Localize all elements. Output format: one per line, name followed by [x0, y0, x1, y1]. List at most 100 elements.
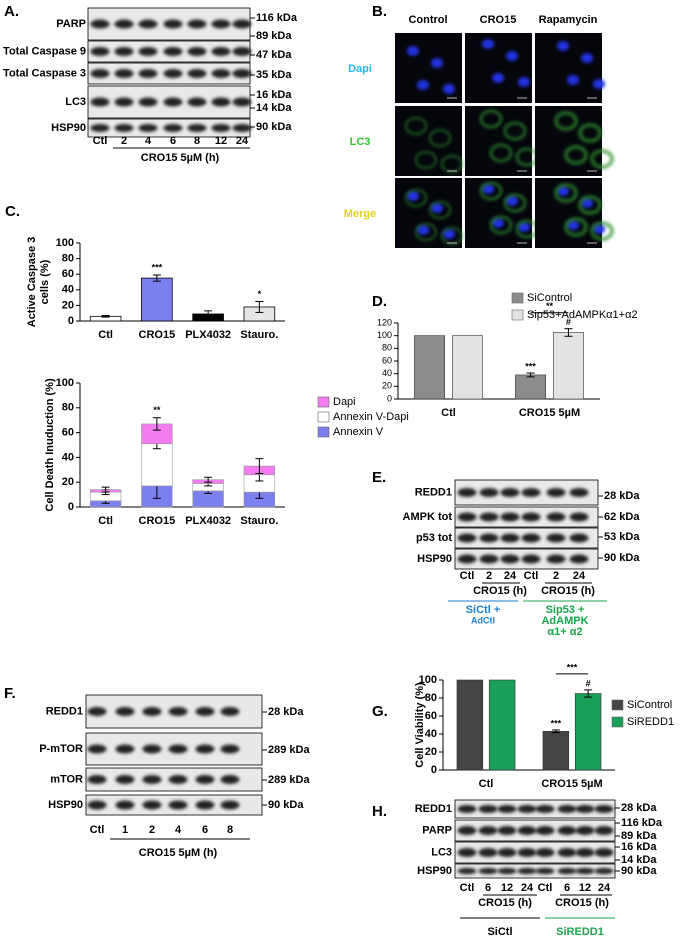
bar — [456, 679, 484, 771]
marker-label: 16 kDa — [621, 841, 657, 853]
micrograph — [465, 33, 532, 103]
blot-band — [521, 488, 541, 497]
blot-band — [478, 867, 498, 875]
blot-band — [90, 97, 110, 107]
blot-band — [497, 848, 517, 857]
blot-band — [163, 47, 183, 56]
blot-band — [457, 533, 477, 543]
x-tick-label: Ctl — [98, 329, 113, 341]
lane-label: 12 — [579, 882, 591, 894]
blot-band — [479, 554, 499, 564]
blot-band — [232, 123, 252, 133]
significance-label: *** — [152, 262, 163, 272]
x-tick-label: PLX4032 — [185, 329, 231, 341]
column-label: Control — [408, 14, 447, 26]
marker-label: 47 kDa — [256, 49, 292, 61]
panel-label: C. — [5, 203, 20, 220]
micrograph — [395, 106, 462, 176]
blot-band — [557, 826, 577, 835]
group-label: SiCtl — [487, 926, 512, 938]
blot-band — [220, 707, 240, 716]
nucleus — [443, 229, 455, 239]
blot-band — [87, 775, 107, 784]
lc3-signal — [441, 227, 463, 245]
legend-label: Dapi — [333, 396, 356, 408]
blot-band — [478, 826, 498, 835]
nucleus — [482, 184, 494, 194]
y-tick-label: 40 — [62, 451, 74, 463]
blot-row-label: REDD1 — [415, 486, 452, 498]
blot-band — [517, 848, 537, 857]
marker-label: 14 kDa — [621, 854, 657, 866]
panel-label: H. — [372, 803, 387, 820]
blot-band — [521, 512, 541, 522]
group-label: Sip53 + — [546, 604, 585, 616]
lc3-signal — [429, 201, 451, 219]
blot-band — [114, 123, 134, 133]
lane-label: 24 — [236, 135, 249, 147]
legend-label: Sip53+AdAMPKα1+α2 — [527, 309, 638, 321]
nucleus — [431, 58, 443, 68]
x-tick-label: Ctl — [441, 407, 456, 419]
lane-label: Ctl — [460, 882, 475, 894]
blot-band — [142, 800, 162, 810]
blot-band — [535, 848, 555, 857]
blot-band — [575, 848, 595, 857]
blot-row-label: Total Caspase 9 — [3, 45, 86, 57]
lc3-signal — [429, 129, 451, 147]
y-tick-label: 80 — [62, 402, 74, 414]
legend-swatch — [317, 426, 330, 438]
blot-band — [138, 19, 158, 29]
y-tick-label: 120 — [377, 317, 392, 327]
nucleus — [581, 53, 593, 63]
significance-label: * — [258, 289, 262, 299]
nucleus — [407, 191, 419, 201]
panel-label: B. — [372, 3, 387, 20]
blot-row-label: PARP — [56, 18, 86, 30]
blot-band — [187, 19, 207, 29]
y-axis-label: Cell Death Inuduction (%) — [44, 378, 56, 512]
x-tick-label: Ctl — [98, 515, 113, 527]
blot-band — [220, 775, 240, 784]
y-tick-label: 100 — [419, 674, 437, 686]
y-axis-label: Active Caspase 3 — [26, 237, 38, 328]
blot-band — [500, 533, 520, 543]
y-tick-label: 80 — [382, 343, 392, 353]
blot-band — [87, 707, 107, 716]
blot-band — [90, 69, 110, 78]
blot-band — [187, 97, 207, 107]
blot-band — [535, 804, 555, 814]
blot-band — [575, 826, 595, 835]
micrograph — [535, 33, 602, 103]
blot-band — [187, 47, 207, 56]
marker-label: 14 kDa — [256, 102, 292, 114]
blot-band — [457, 848, 477, 857]
blot-band — [163, 69, 183, 78]
y-tick-label: 80 — [425, 692, 437, 704]
nucleus — [506, 196, 518, 206]
blot-band — [87, 800, 107, 810]
blot-row-label: HSP90 — [417, 865, 452, 877]
marker-label: 90 kDa — [256, 121, 292, 133]
blot-band — [211, 47, 231, 56]
blot-band — [163, 19, 183, 29]
comparison-label: *** — [567, 662, 578, 672]
y-tick-label: 60 — [425, 710, 437, 722]
lane-label: 2 — [149, 824, 155, 836]
lane-label: 12 — [215, 135, 227, 147]
marker-label: 89 kDa — [256, 30, 292, 42]
lane-label: 24 — [598, 882, 611, 894]
y-tick-label: 100 — [56, 237, 74, 249]
blot-band — [115, 744, 135, 754]
lc3-signal — [578, 123, 602, 143]
column-label: CRO15 — [480, 14, 517, 26]
blot-band — [479, 512, 499, 522]
marker-label: 116 kDa — [621, 817, 663, 829]
blot-band — [569, 488, 589, 497]
significance-label: *** — [551, 718, 562, 728]
y-tick-label: 40 — [382, 368, 392, 378]
lane-label: 4 — [145, 135, 152, 147]
blot-band — [457, 804, 477, 814]
legend-label: Annexin V-Dapi — [333, 411, 409, 423]
lane-label: 24 — [573, 570, 586, 582]
